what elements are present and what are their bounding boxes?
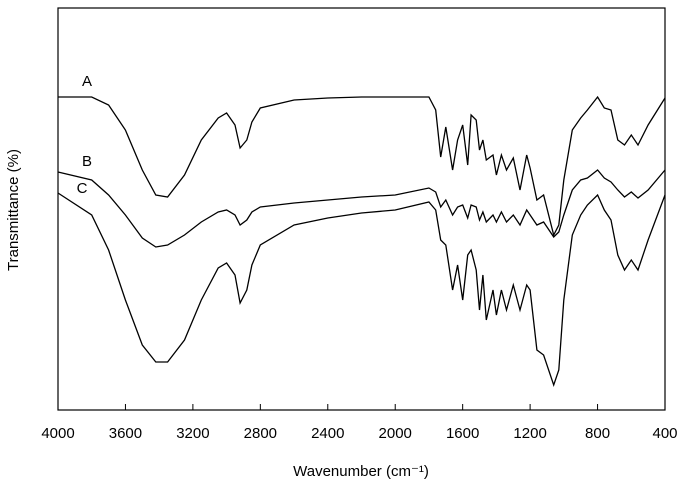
x-tick-label: 1600 bbox=[446, 425, 479, 442]
x-axis-title: Wavenumber (cm⁻¹) bbox=[293, 463, 429, 480]
x-tick-label: 800 bbox=[585, 425, 610, 442]
series-label: A bbox=[82, 73, 92, 90]
x-tick-label: 4000 bbox=[41, 425, 74, 442]
spectrum-line bbox=[57, 192, 666, 388]
x-tick-label: 3200 bbox=[176, 425, 209, 442]
spectrum-line bbox=[58, 95, 666, 237]
x-tick-label: 2800 bbox=[244, 425, 277, 442]
x-tick-label: 3600 bbox=[109, 425, 142, 442]
x-tick-label: 1200 bbox=[513, 425, 546, 442]
spectrum-line bbox=[57, 169, 666, 248]
x-tick-label: 2000 bbox=[379, 425, 412, 442]
plot-frame bbox=[57, 7, 666, 411]
x-tick-label: 400 bbox=[652, 425, 677, 442]
x-tick-label: 2400 bbox=[311, 425, 344, 442]
series-label: C bbox=[77, 180, 88, 197]
y-axis-title: Transmittance (%) bbox=[5, 149, 22, 271]
series-label: B bbox=[82, 153, 92, 170]
